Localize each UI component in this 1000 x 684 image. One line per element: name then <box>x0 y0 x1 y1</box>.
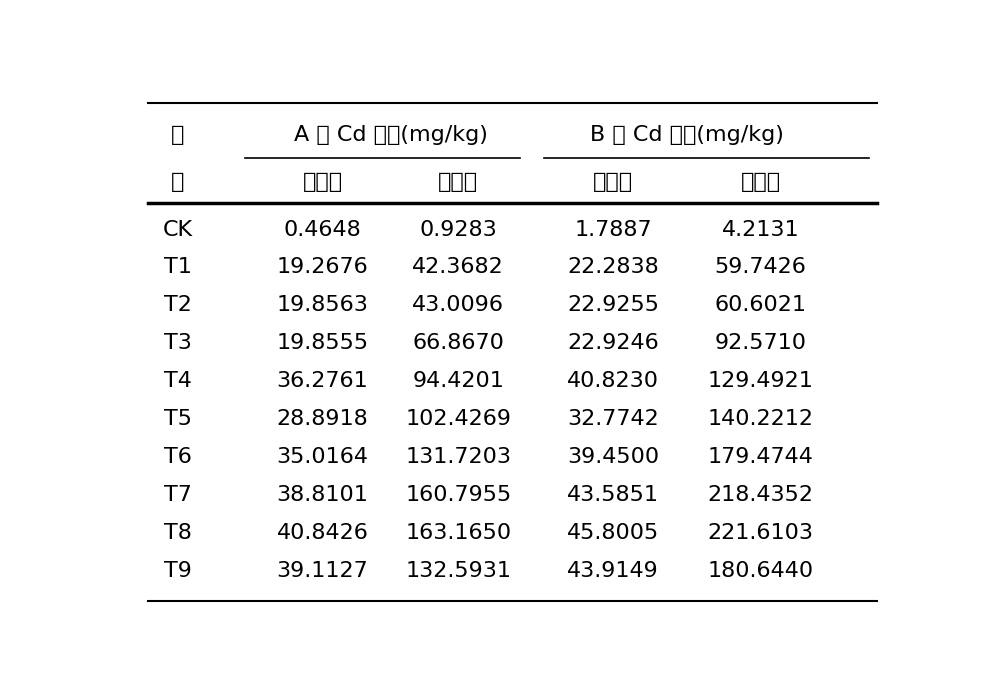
Text: T8: T8 <box>164 523 192 543</box>
Text: 92.5710: 92.5710 <box>714 333 806 354</box>
Text: 39.1127: 39.1127 <box>277 561 368 581</box>
Text: CK: CK <box>163 220 193 239</box>
Text: T5: T5 <box>164 409 192 429</box>
Text: 19.8563: 19.8563 <box>277 295 369 315</box>
Text: 102.4269: 102.4269 <box>405 409 511 429</box>
Text: 179.4744: 179.4744 <box>708 447 813 467</box>
Text: 处: 处 <box>171 124 184 145</box>
Text: 180.6440: 180.6440 <box>707 561 814 581</box>
Text: 60.6021: 60.6021 <box>714 295 806 315</box>
Text: 22.9255: 22.9255 <box>567 295 659 315</box>
Text: 94.4201: 94.4201 <box>412 371 504 391</box>
Text: 0.9283: 0.9283 <box>419 220 497 239</box>
Text: 22.2838: 22.2838 <box>567 257 659 278</box>
Text: 131.7203: 131.7203 <box>405 447 511 467</box>
Text: T9: T9 <box>164 561 192 581</box>
Text: 40.8230: 40.8230 <box>567 371 659 391</box>
Text: 地下部: 地下部 <box>740 172 781 192</box>
Text: T7: T7 <box>164 485 192 505</box>
Text: 39.4500: 39.4500 <box>567 447 659 467</box>
Text: A 组 Cd 含量(mg/kg): A 组 Cd 含量(mg/kg) <box>294 124 487 145</box>
Text: 129.4921: 129.4921 <box>708 371 813 391</box>
Text: 40.8426: 40.8426 <box>277 523 369 543</box>
Text: 42.3682: 42.3682 <box>412 257 504 278</box>
Text: T3: T3 <box>164 333 192 354</box>
Text: 22.9246: 22.9246 <box>567 333 659 354</box>
Text: 19.2676: 19.2676 <box>277 257 368 278</box>
Text: 45.8005: 45.8005 <box>567 523 659 543</box>
Text: 19.8555: 19.8555 <box>277 333 369 354</box>
Text: 1.7887: 1.7887 <box>574 220 652 239</box>
Text: 221.6103: 221.6103 <box>708 523 814 543</box>
Text: 132.5931: 132.5931 <box>405 561 511 581</box>
Text: 163.1650: 163.1650 <box>405 523 511 543</box>
Text: 140.2212: 140.2212 <box>708 409 814 429</box>
Text: 0.4648: 0.4648 <box>284 220 362 239</box>
Text: 理: 理 <box>171 172 184 192</box>
Text: 28.8918: 28.8918 <box>277 409 368 429</box>
Text: 43.0096: 43.0096 <box>412 295 504 315</box>
Text: T2: T2 <box>164 295 192 315</box>
Text: 43.9149: 43.9149 <box>567 561 659 581</box>
Text: 地上部: 地上部 <box>303 172 343 192</box>
Text: 地上部: 地上部 <box>593 172 633 192</box>
Text: 35.0164: 35.0164 <box>277 447 369 467</box>
Text: T6: T6 <box>164 447 192 467</box>
Text: T4: T4 <box>164 371 192 391</box>
Text: 43.5851: 43.5851 <box>567 485 659 505</box>
Text: B 组 Cd 含量(mg/kg): B 组 Cd 含量(mg/kg) <box>590 124 784 145</box>
Text: 地下部: 地下部 <box>438 172 478 192</box>
Text: 4.2131: 4.2131 <box>722 220 799 239</box>
Text: 218.4352: 218.4352 <box>708 485 814 505</box>
Text: 36.2761: 36.2761 <box>277 371 368 391</box>
Text: 66.8670: 66.8670 <box>412 333 504 354</box>
Text: 38.8101: 38.8101 <box>277 485 369 505</box>
Text: 59.7426: 59.7426 <box>715 257 806 278</box>
Text: 160.7955: 160.7955 <box>405 485 511 505</box>
Text: 32.7742: 32.7742 <box>567 409 659 429</box>
Text: T1: T1 <box>164 257 192 278</box>
